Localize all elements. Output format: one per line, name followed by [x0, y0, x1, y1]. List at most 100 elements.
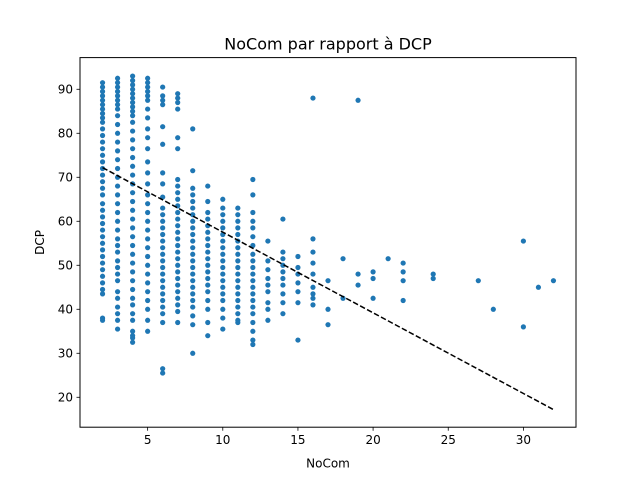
data-point — [175, 262, 181, 268]
data-point — [175, 135, 181, 141]
data-point — [130, 137, 136, 143]
data-point — [114, 271, 121, 277]
data-point — [130, 95, 136, 101]
data-point — [160, 311, 166, 317]
data-point — [114, 236, 121, 242]
data-point — [355, 282, 361, 288]
data-point — [130, 86, 136, 92]
data-point — [430, 275, 436, 282]
data-point — [145, 88, 151, 95]
x-tick-label: 20 — [365, 433, 380, 447]
data-point — [295, 253, 301, 260]
y-tick-label: 60 — [58, 214, 73, 228]
data-point — [130, 91, 136, 97]
data-point — [145, 93, 151, 99]
data-point — [175, 236, 181, 242]
data-point — [175, 256, 181, 262]
data-point — [99, 165, 106, 172]
data-point — [114, 218, 121, 224]
data-point — [130, 234, 136, 240]
data-point — [175, 216, 181, 222]
data-point — [190, 126, 196, 132]
data-point — [190, 192, 196, 198]
data-point — [265, 258, 271, 264]
data-point — [265, 238, 271, 244]
data-point — [280, 282, 286, 288]
data-point — [114, 311, 121, 317]
data-point — [190, 251, 196, 257]
data-point — [99, 185, 106, 191]
data-point — [490, 306, 496, 312]
data-point — [205, 229, 211, 235]
data-point — [130, 225, 136, 231]
data-point — [280, 300, 286, 306]
data-point — [145, 236, 151, 242]
data-point — [190, 278, 196, 284]
x-tick-label: 30 — [516, 433, 531, 447]
data-point — [175, 269, 181, 275]
data-point — [160, 170, 166, 176]
data-point — [130, 317, 136, 323]
data-point — [99, 159, 106, 165]
data-point — [130, 295, 136, 301]
data-point — [114, 289, 121, 295]
data-point — [130, 99, 136, 106]
data-point — [130, 328, 136, 334]
data-point — [114, 264, 121, 271]
data-point — [235, 291, 241, 297]
data-point — [99, 227, 106, 233]
data-point — [250, 341, 256, 348]
data-point — [145, 328, 151, 334]
data-point — [145, 170, 151, 176]
data-point — [265, 300, 271, 306]
data-point — [130, 207, 136, 213]
data-point — [235, 311, 241, 317]
data-point — [175, 196, 181, 202]
data-point — [114, 326, 121, 332]
data-point — [160, 291, 166, 297]
data-point — [220, 306, 226, 312]
data-point — [99, 179, 106, 185]
data-point — [114, 258, 121, 264]
data-point — [220, 326, 226, 332]
data-point — [130, 146, 136, 152]
data-point — [250, 337, 256, 343]
data-point — [235, 245, 241, 251]
data-point — [190, 284, 196, 290]
data-point — [99, 286, 106, 293]
data-point — [145, 289, 151, 295]
data-point — [205, 242, 211, 249]
data-point — [160, 212, 166, 218]
data-point — [190, 297, 196, 304]
data-point — [205, 282, 211, 288]
data-point — [130, 82, 136, 88]
data-point — [370, 295, 376, 301]
trend-line — [102, 166, 554, 411]
data-point — [190, 313, 196, 319]
data-point — [535, 284, 542, 290]
data-point — [99, 192, 106, 198]
data-point — [145, 106, 151, 112]
data-point — [160, 84, 166, 90]
data-point — [250, 271, 256, 277]
data-point — [190, 258, 196, 264]
data-point — [160, 251, 166, 257]
data-point — [114, 130, 121, 136]
data-point — [160, 258, 166, 264]
data-point — [280, 291, 286, 297]
data-point — [114, 192, 121, 198]
data-point — [250, 319, 256, 326]
data-point — [160, 366, 166, 372]
data-point — [235, 304, 241, 310]
data-point — [160, 231, 166, 238]
data-point — [175, 176, 181, 183]
data-point — [99, 280, 106, 286]
data-point — [325, 278, 331, 284]
data-point — [205, 262, 211, 268]
data-point — [235, 251, 241, 257]
data-point — [310, 249, 316, 255]
data-point — [99, 201, 106, 207]
data-point — [250, 176, 256, 183]
data-point — [99, 126, 106, 132]
data-point — [99, 102, 106, 108]
